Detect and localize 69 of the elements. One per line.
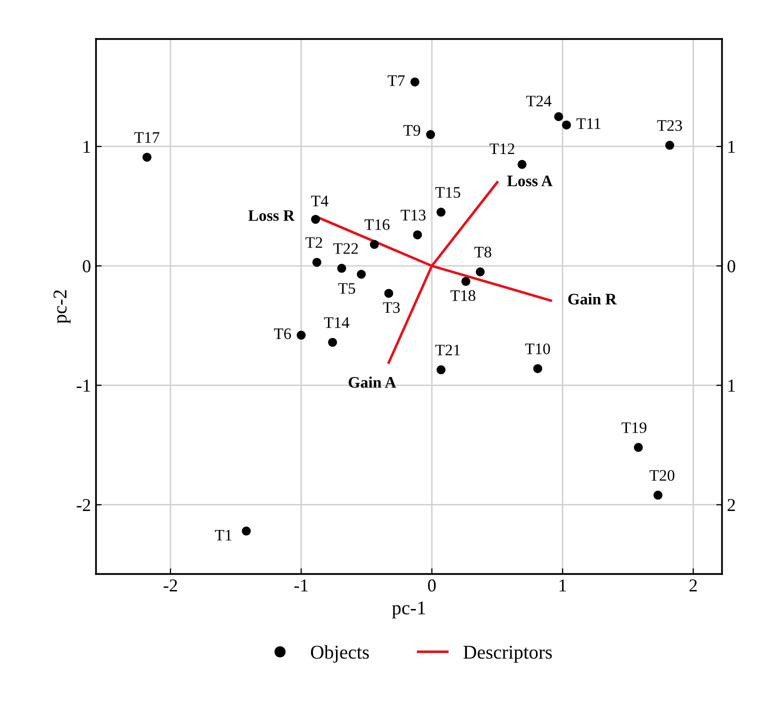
annotation: T14 [324, 317, 350, 328]
annotation: T17 [134, 132, 160, 143]
x-tick-label: -1 [294, 579, 308, 592]
point [328, 338, 338, 347]
annotation: T18 [450, 290, 476, 301]
point [311, 214, 320, 224]
annotation: Gain A [348, 376, 396, 388]
point [436, 365, 446, 374]
point [356, 270, 366, 279]
legend-label: Descriptors [463, 646, 552, 663]
point [296, 330, 306, 340]
point [554, 112, 564, 122]
point [426, 130, 436, 140]
point [312, 258, 322, 267]
annotation: T7 [388, 75, 405, 86]
point [412, 230, 422, 240]
annotation: Gain R [568, 293, 617, 305]
annotation: T8 [474, 246, 492, 258]
point [436, 208, 446, 217]
y2-tick-label: 2 [728, 499, 735, 511]
point [533, 364, 542, 374]
annotation: T13 [400, 210, 426, 220]
x-axis-title: pc-1 [392, 601, 426, 618]
point [461, 276, 470, 286]
y-tick-label: -2 [76, 499, 90, 511]
point [410, 77, 420, 86]
point [653, 490, 662, 500]
x-tick-label: 0 [428, 579, 436, 592]
annotation: T16 [364, 219, 390, 230]
annotation: T3 [382, 302, 400, 313]
point [634, 442, 643, 452]
annotation: T24 [526, 96, 552, 106]
y-tick-label: 1 [84, 140, 90, 153]
annotation: T20 [650, 470, 674, 481]
annotation: T5 [338, 283, 356, 294]
annotation: Loss A [507, 176, 553, 186]
annotation: T4 [311, 196, 328, 206]
legend-label: Objects [310, 645, 369, 663]
y-tick-label: -1 [76, 380, 90, 392]
annotation: T15 [435, 187, 460, 198]
x-tick-label: 2 [690, 579, 697, 592]
y2-tick-label: 1 [728, 140, 735, 153]
point [384, 288, 394, 298]
point [337, 264, 346, 273]
y2-tick-label: 0 [728, 260, 736, 272]
point [370, 240, 379, 249]
x-tick-label: 1 [560, 579, 566, 592]
y-tick-label: 0 [82, 260, 90, 272]
annotation: T2 [306, 237, 322, 248]
annotation: T12 [490, 143, 514, 154]
point [665, 140, 674, 150]
annotation: T10 [525, 343, 550, 354]
x-tick-label: -2 [164, 579, 178, 592]
annotation: T11 [576, 118, 600, 129]
annotation: T23 [657, 120, 682, 131]
point [562, 120, 571, 130]
annotation: T19 [622, 422, 646, 434]
point [242, 526, 251, 536]
y-axis-title: pc-2 [54, 290, 71, 324]
point [142, 152, 152, 162]
point [476, 267, 485, 276]
annotation: T9 [403, 125, 420, 136]
point [518, 160, 527, 169]
annotation: Loss R [248, 210, 295, 221]
annotation: T22 [333, 243, 358, 254]
annotation: T21 [435, 344, 460, 356]
annotation: T1 [214, 530, 232, 540]
y2-tick-label: 1 [728, 380, 735, 392]
annotation: T6 [274, 328, 291, 340]
